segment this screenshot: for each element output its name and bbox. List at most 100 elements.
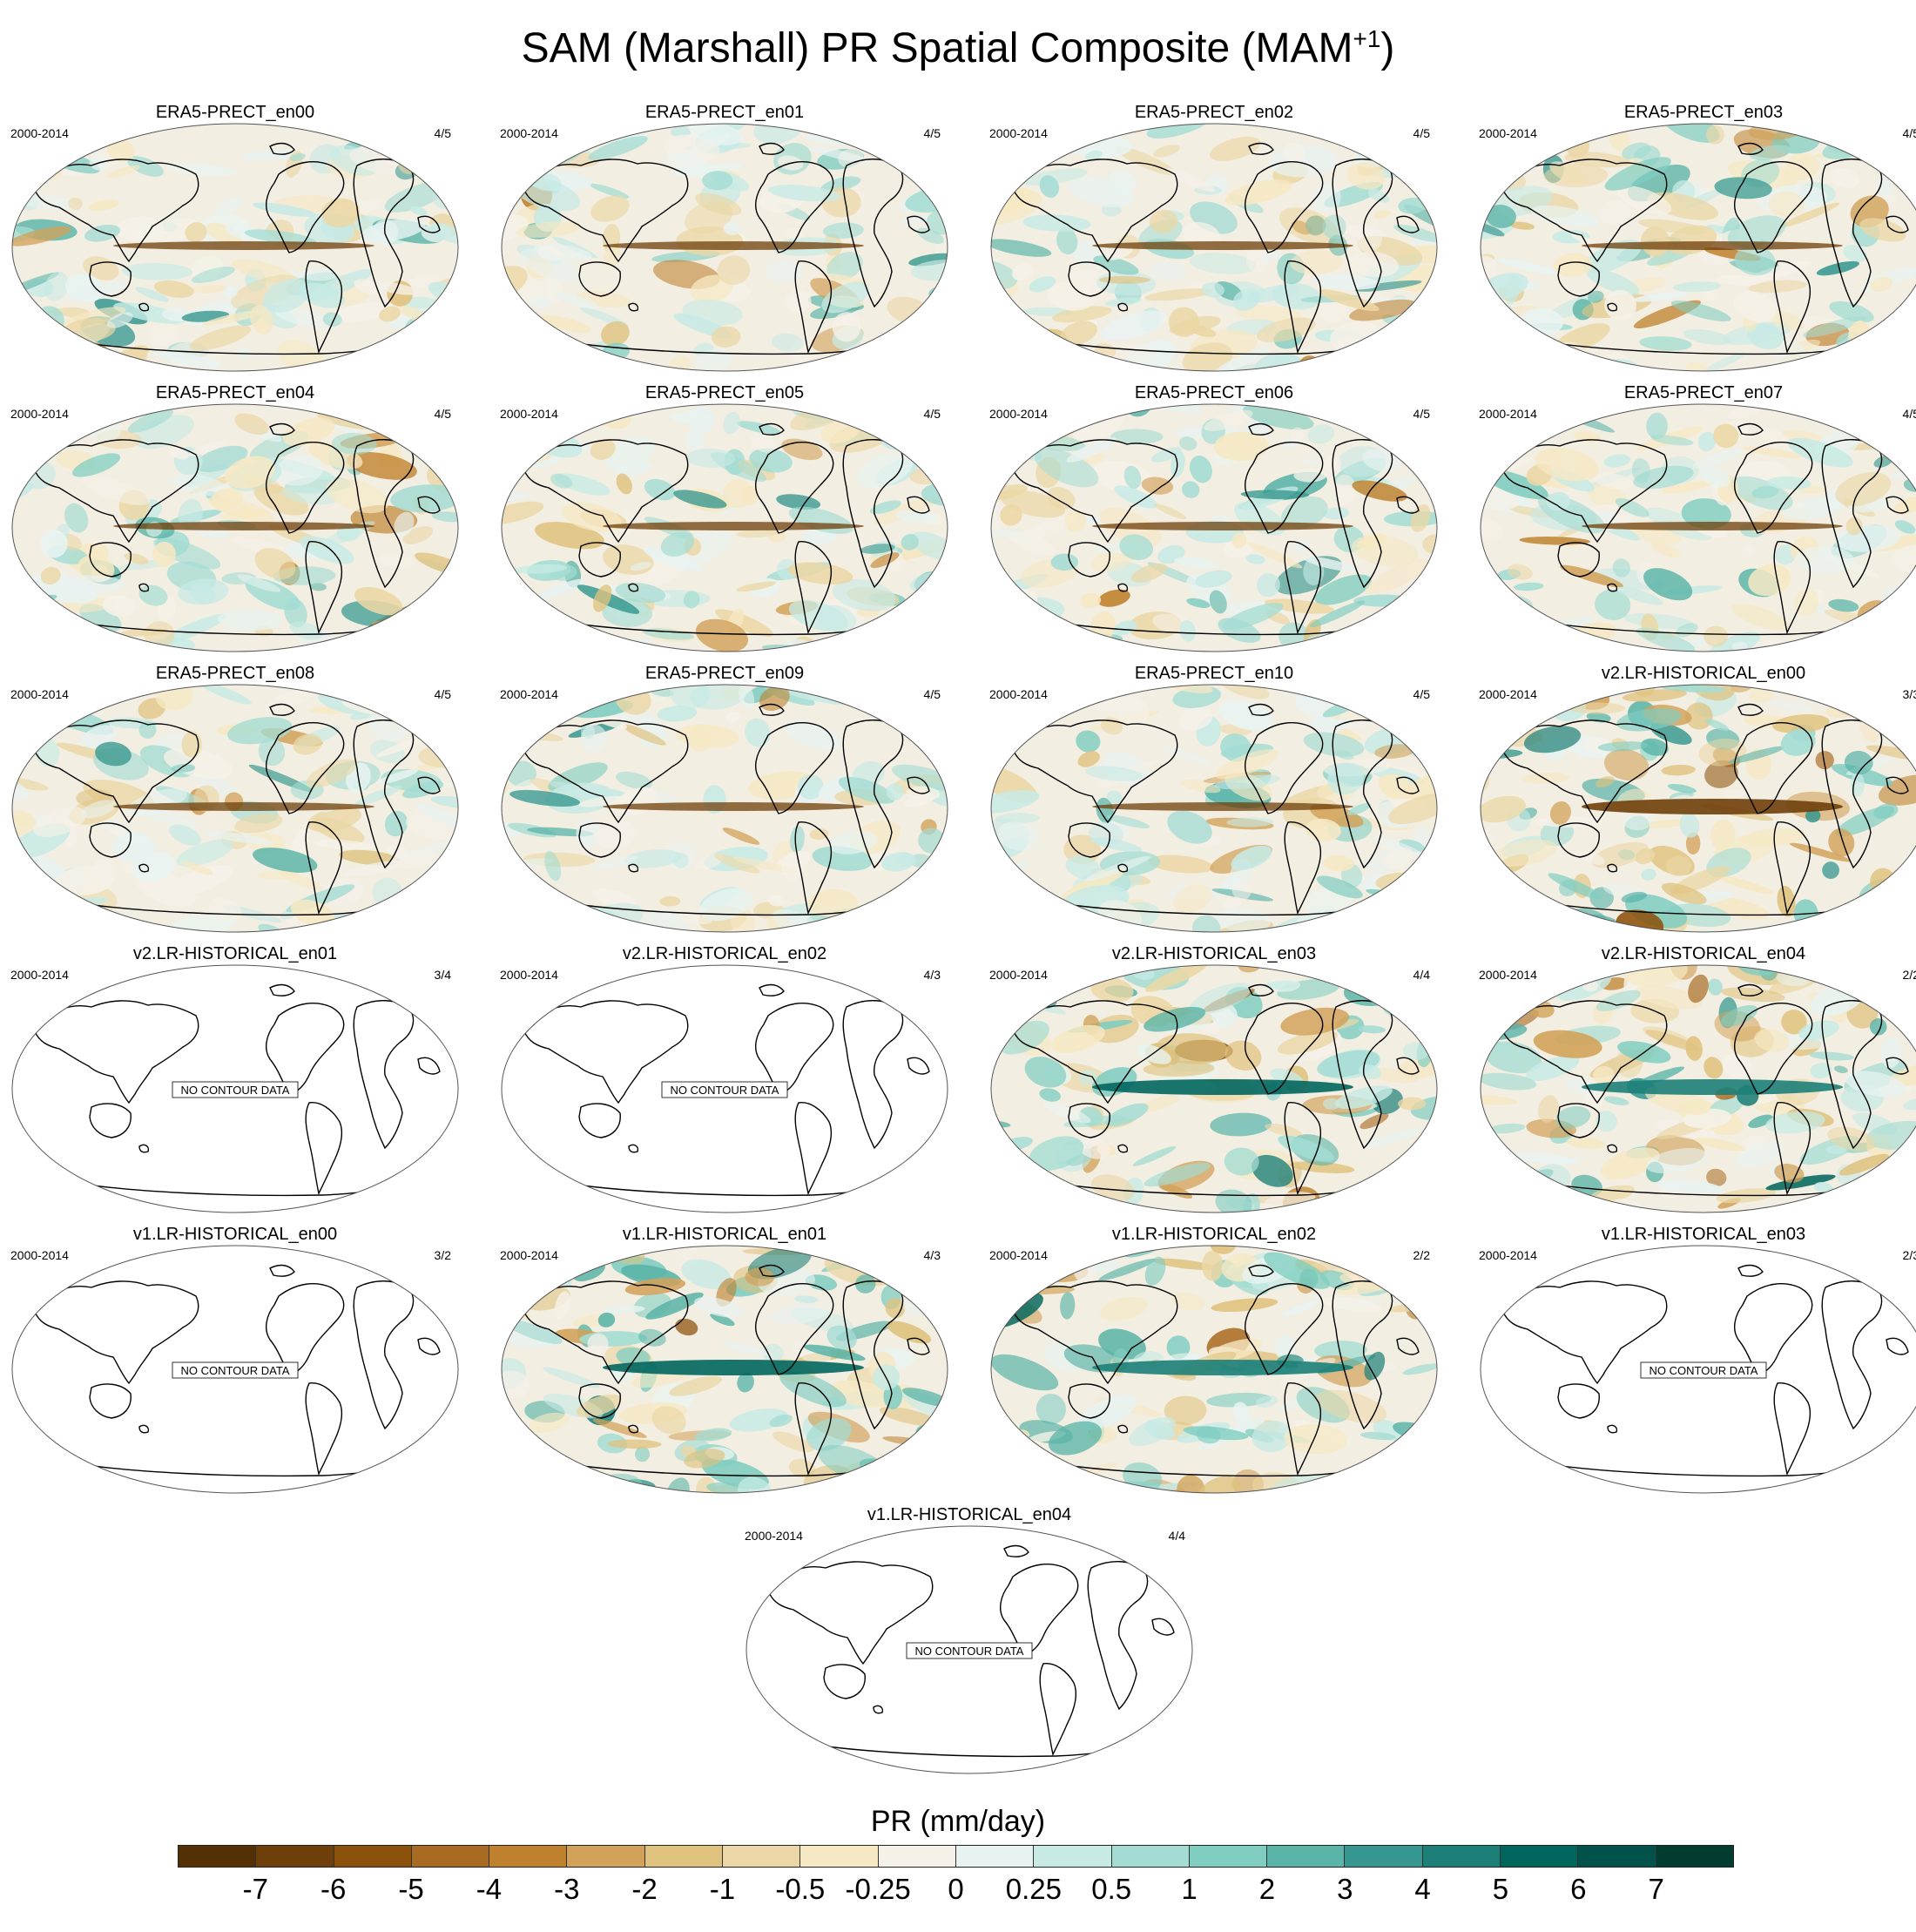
coastline [417, 1057, 441, 1075]
coastline [1248, 142, 1274, 155]
coastline [1244, 1283, 1324, 1375]
precip-anomaly-field [991, 124, 1437, 371]
coastline [1773, 821, 1811, 915]
no-data-badge: NO CONTOUR DATA [906, 1642, 1033, 1659]
coastline [265, 722, 345, 814]
coastline [305, 821, 343, 915]
coastline [265, 1003, 345, 1095]
coastline [89, 1103, 132, 1138]
panel-title: v1.LR-HISTORICAL_en04 [867, 1505, 1072, 1524]
map-panel: v1.LR-HISTORICAL_en03 2000-2014 2/3 NO CONT… [1477, 1225, 1916, 1495]
coastline [1607, 1424, 1618, 1434]
coastline [754, 1283, 834, 1375]
panel-title: ERA5-PRECT_en04 [155, 383, 315, 402]
precip-anomaly-field [502, 1246, 948, 1493]
coastline [842, 719, 904, 869]
coastline [1248, 422, 1274, 436]
map-panel: ERA5-PRECT_en10 2000-2014 4/5 [988, 664, 1440, 934]
colorbar-tick-label: 7 [1648, 1873, 1664, 1905]
coastline [305, 1382, 343, 1476]
panel-count: 4/3 [923, 1248, 941, 1262]
coastline [1773, 1102, 1811, 1196]
coastline [1557, 822, 1600, 858]
no-data-badge: NO CONTOUR DATA [172, 1361, 299, 1379]
map-panel: ERA5-PRECT_en05 2000-2014 4/5 [498, 383, 951, 653]
map-outline [1480, 684, 1916, 933]
coastline [1332, 1000, 1393, 1150]
colorbar-swatch [1111, 1846, 1190, 1867]
coastline [1244, 442, 1324, 534]
precip-anomaly-field [34, 1264, 441, 1477]
coastline [1557, 542, 1600, 578]
colorbar-swatch [800, 1846, 879, 1867]
coastline [1396, 1337, 1420, 1355]
panel-title: v1.LR-HISTORICAL_en03 [1601, 1225, 1806, 1244]
colorbar-swatch [1578, 1846, 1656, 1867]
coastline [1607, 302, 1618, 312]
colorbar-tick-label: -4 [476, 1873, 503, 1905]
coastline [1244, 161, 1324, 253]
colorbar-swatch [567, 1846, 645, 1867]
coastline [417, 496, 441, 514]
panel-count: 3/4 [434, 968, 451, 982]
panel-period: 2000-2014 [1479, 1248, 1537, 1262]
coastline [794, 260, 833, 355]
map-outline [1480, 1245, 1916, 1494]
no-data-badge: NO CONTOUR DATA [1640, 1361, 1767, 1379]
coastline [1821, 719, 1883, 869]
world-map [990, 964, 1438, 1213]
panel-count: 2/2 [1413, 1248, 1430, 1262]
colorbar-swatch [955, 1846, 1035, 1867]
panel-count: 4/5 [1413, 687, 1430, 701]
coastline [794, 1382, 833, 1476]
coastline [417, 776, 441, 794]
panel-count: 3/3 [1902, 687, 1916, 701]
map-panel: ERA5-PRECT_en07 2000-2014 4/5 [1477, 383, 1916, 653]
coastline [1068, 542, 1110, 578]
world-map [501, 403, 948, 652]
panel-count: 4/5 [434, 126, 451, 140]
coastline [794, 1102, 833, 1196]
map-outline [11, 403, 459, 652]
panel-period: 2000-2014 [989, 126, 1048, 140]
coastline [1396, 215, 1420, 233]
coastline [754, 161, 834, 253]
panel-period: 2000-2014 [10, 1248, 69, 1262]
coastline [1284, 1102, 1322, 1196]
coastline [1151, 1618, 1175, 1636]
panel-period: 2000-2014 [989, 407, 1048, 421]
coastline [353, 439, 415, 589]
coastline [1821, 1000, 1883, 1150]
coastline [1332, 719, 1393, 869]
world-map: NO CONTOUR DATA [11, 1245, 459, 1494]
panel-count: 2/2 [1902, 968, 1916, 982]
panel-count: 4/5 [923, 407, 941, 421]
coastline [1733, 1283, 1813, 1375]
coastline [628, 863, 639, 873]
panel-title: ERA5-PRECT_en07 [1623, 383, 1784, 402]
coastline [754, 722, 834, 814]
coastline [807, 1741, 1144, 1758]
panel-period: 2000-2014 [10, 687, 69, 701]
precip-anomaly-field [502, 404, 948, 652]
coastline [269, 703, 295, 716]
panel-title: v2.LR-HISTORICAL_en03 [1111, 944, 1317, 963]
coastline [1607, 583, 1618, 592]
panel-period: 2000-2014 [989, 968, 1048, 982]
coastline [1886, 496, 1909, 514]
colorbar-tick-label: -6 [320, 1873, 347, 1905]
coastline [1733, 161, 1813, 253]
coastline [1773, 260, 1811, 355]
coastline [1502, 1000, 1668, 1104]
coastline [1737, 422, 1764, 436]
panel-count: 2/3 [1902, 1248, 1916, 1262]
coastline [578, 542, 621, 578]
coastline [1886, 215, 1909, 233]
panel-period: 2000-2014 [10, 968, 69, 982]
coastline [1003, 1544, 1029, 1557]
map-outline [1480, 123, 1916, 372]
figure-title: SAM (Marshall) PR Spatial Composite (MAM… [521, 25, 1395, 71]
panel-count: 4/4 [1168, 1529, 1185, 1543]
coastline [759, 142, 785, 155]
world-map [11, 123, 459, 372]
